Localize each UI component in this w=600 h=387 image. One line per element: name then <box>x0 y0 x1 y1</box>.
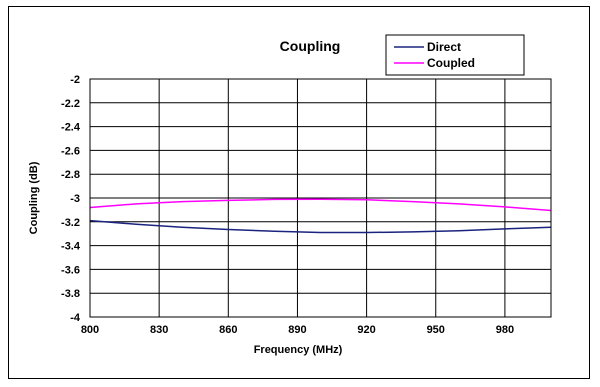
y-tick-label: -4 <box>70 312 81 324</box>
y-tick-label: -2.4 <box>61 122 81 134</box>
y-tick-label: -2 <box>70 74 80 86</box>
legend-label-coupled: Coupled <box>427 56 475 70</box>
series-layer <box>89 198 552 234</box>
chart-title: Coupling <box>280 38 341 54</box>
x-tick-label: 860 <box>219 324 237 336</box>
y-tick-label: -3.2 <box>61 217 80 229</box>
y-tick-label: -3 <box>70 193 80 205</box>
y-tick-label: -3.4 <box>61 241 81 253</box>
legend-entries: Direct Coupled <box>394 40 475 70</box>
x-tick-label: 950 <box>427 324 445 336</box>
y-tick-label: -3.6 <box>61 264 80 276</box>
legend-box <box>385 34 525 76</box>
x-tick-label: 980 <box>496 324 514 336</box>
grid <box>89 78 551 318</box>
x-tick-label: 830 <box>150 324 168 336</box>
series-line-direct <box>89 219 552 234</box>
series-line-coupled <box>89 198 552 212</box>
legend-label-direct: Direct <box>427 40 461 54</box>
x-tick-label: 920 <box>357 324 375 336</box>
plot-area-border <box>89 78 552 318</box>
y-axis-label: Coupling (dB) <box>28 161 40 234</box>
y-tick-label: -3.8 <box>61 288 80 300</box>
y-tick-label: -2.6 <box>61 145 80 157</box>
y-axis-ticks: -2 -2.2 -2.4 -2.6 -2.8 -3 -3.2 -3.4 -3.6 -3.8 -4 <box>61 74 81 324</box>
y-tick-label: -2.2 <box>61 98 80 110</box>
y-tick-label: -2.8 <box>61 169 80 181</box>
x-tick-label: 890 <box>288 324 306 336</box>
x-tick-label: 800 <box>81 324 99 336</box>
legend: Direct Coupled <box>385 34 525 76</box>
x-axis-label: Frequency (MHz) <box>254 344 343 356</box>
x-axis-ticks: 800 830 860 890 920 950 980 <box>81 324 514 336</box>
